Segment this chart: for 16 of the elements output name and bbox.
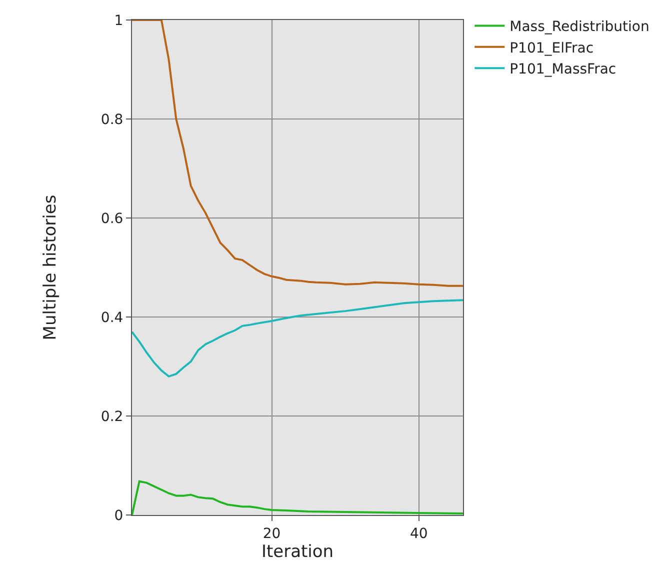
x-axis-title: Iteration — [261, 542, 334, 562]
x-tick-label: 20 — [262, 526, 281, 542]
y-axis-title: Multiple histories — [40, 194, 60, 340]
y-tick-label: 0.8 — [100, 112, 124, 128]
x-tick-label: 40 — [410, 526, 428, 542]
line-series — [132, 480, 463, 515]
y-tick-label: 0.2 — [100, 408, 124, 425]
y-tick-label: 0 — [114, 508, 124, 524]
y-tick-label: 0.4 — [100, 310, 124, 326]
legend-label: P101_MassFrac — [510, 62, 616, 78]
line-series — [132, 299, 463, 378]
y-tick-label: 0.6 — [100, 210, 124, 227]
legend-label: Mass_Redistribution — [510, 19, 650, 36]
y-tick-label: 1 — [114, 12, 124, 29]
line-series — [132, 20, 463, 287]
legend-label: P101_ElFrac — [510, 40, 594, 56]
